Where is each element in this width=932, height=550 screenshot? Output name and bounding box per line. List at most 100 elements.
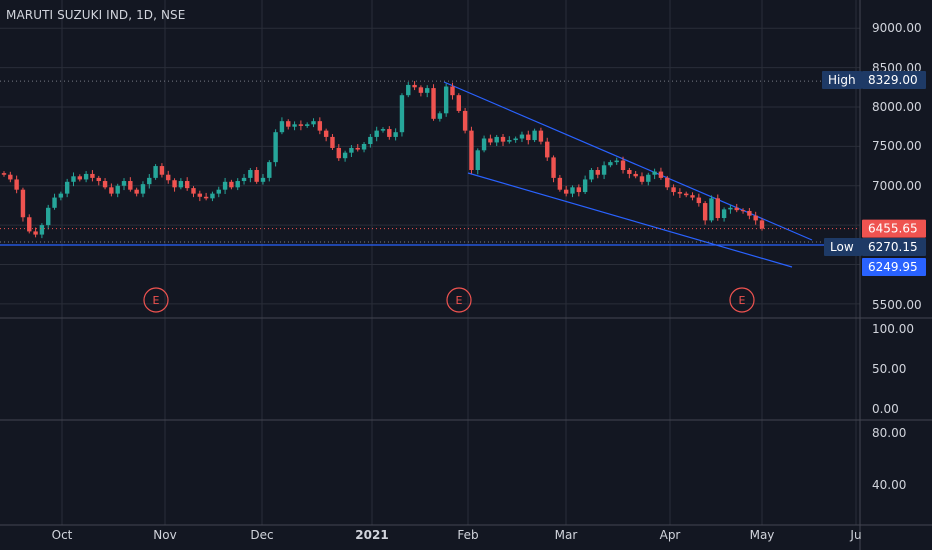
candle-body — [557, 177, 563, 190]
candle-body — [1, 173, 7, 175]
candle-body — [608, 162, 613, 166]
high-value-badge-bg — [862, 71, 926, 89]
candle-body — [203, 196, 209, 199]
candle-body — [305, 124, 310, 126]
x-tick-label: Mar — [555, 528, 578, 542]
candle-body — [222, 181, 228, 190]
candle-body — [570, 187, 575, 194]
candle-body — [8, 174, 13, 180]
candle-body — [184, 181, 190, 189]
high-label-badge: High — [828, 73, 856, 87]
candle-body — [437, 113, 443, 119]
candle-body — [159, 166, 165, 175]
candle-body — [267, 162, 272, 178]
candle-body — [601, 165, 607, 175]
candle-body — [677, 192, 683, 194]
candle-body — [387, 129, 392, 137]
candle-body — [513, 138, 518, 141]
x-tick-label: Dec — [250, 528, 273, 542]
candle-body — [652, 171, 657, 175]
price-axis[interactable]: 9000.008500.008000.007500.007000.005500.… — [859, 0, 922, 550]
candle-body — [380, 129, 386, 131]
earnings-marker-1 — [446, 287, 472, 313]
candle-body — [406, 84, 411, 96]
candle-body — [702, 203, 708, 221]
candle-body — [753, 215, 758, 221]
candle-body — [589, 170, 594, 180]
x-tick-label: Ju — [849, 528, 861, 542]
y-tick-label: 5500.00 — [872, 298, 922, 312]
y-tick-label: 7000.00 — [872, 179, 922, 193]
x-tick-label: Feb — [457, 528, 478, 542]
trendline-value-badge-bg — [862, 258, 926, 276]
candle-body — [178, 181, 184, 188]
y-tick-label: 9000.00 — [872, 21, 922, 35]
candle-body — [576, 187, 582, 193]
candle-body — [83, 173, 89, 180]
high-label-badge-bg — [822, 71, 862, 89]
candle-body — [292, 124, 297, 127]
candle-body — [469, 130, 474, 170]
earnings-marker-label: E — [739, 294, 746, 307]
indicator-tick-label: 80.00 — [872, 426, 906, 440]
wedge-lower-trendline — [467, 172, 793, 268]
candle-body — [52, 197, 57, 208]
last-price-badge-bg — [862, 219, 926, 238]
candle-body — [740, 210, 746, 212]
indicator-tick-label: 40.00 — [872, 478, 906, 492]
chart-title: MARUTI SUZUKI IND, 1D, NSE — [6, 8, 186, 22]
rsi-tick-label: 100.00 — [872, 322, 914, 336]
candle-body — [361, 144, 367, 150]
candle-body — [254, 170, 259, 182]
low-value-badge: 6270.15 — [868, 240, 918, 254]
trendline-group — [443, 81, 813, 268]
candle-body — [627, 170, 632, 174]
candle-body — [241, 177, 247, 182]
candle-body — [393, 132, 398, 137]
candle-body — [721, 209, 727, 219]
earnings-marker-label: E — [153, 294, 160, 307]
time-axis[interactable]: Oct Nov Dec 2021 Feb Mar Apr May Ju — [52, 528, 862, 542]
candle-body — [216, 189, 221, 194]
y-tick-label: 8000.00 — [872, 100, 922, 114]
candle-body — [595, 170, 600, 175]
candle-body — [33, 231, 38, 235]
candle-body — [273, 132, 278, 163]
candle-body — [336, 147, 341, 159]
candle-body — [425, 88, 430, 93]
candle-body — [507, 140, 512, 142]
candle-body — [349, 147, 354, 153]
candle-body — [235, 181, 240, 188]
candle-body — [500, 136, 506, 142]
candle-body — [210, 193, 215, 199]
candle-body — [614, 160, 619, 163]
candle-body — [90, 173, 95, 178]
candle-body — [519, 134, 525, 139]
last-price-badge: 6455.65 — [868, 222, 918, 236]
candle-body — [715, 198, 720, 219]
candle-body — [197, 193, 203, 197]
candle-body — [443, 86, 449, 114]
candle-body — [153, 166, 158, 178]
lower-panes — [0, 317, 932, 526]
earnings-marker-2 — [729, 287, 755, 313]
rsi-tick-label: 50.00 — [872, 362, 906, 376]
candle-body — [330, 136, 335, 148]
candle-body — [355, 147, 360, 150]
candle-body — [166, 174, 171, 181]
candle-body — [709, 198, 714, 221]
candle-body — [229, 181, 234, 188]
candle-body — [342, 152, 348, 159]
candle-body — [46, 207, 51, 226]
candle-body — [27, 217, 32, 232]
candle-body — [248, 170, 253, 178]
candle-body — [20, 189, 26, 218]
candle-body — [121, 181, 127, 186]
candle-body — [71, 176, 76, 182]
candle-body — [734, 207, 739, 211]
candle-body — [64, 181, 70, 194]
candle-body — [747, 210, 752, 216]
x-tick-label: Apr — [660, 528, 681, 542]
